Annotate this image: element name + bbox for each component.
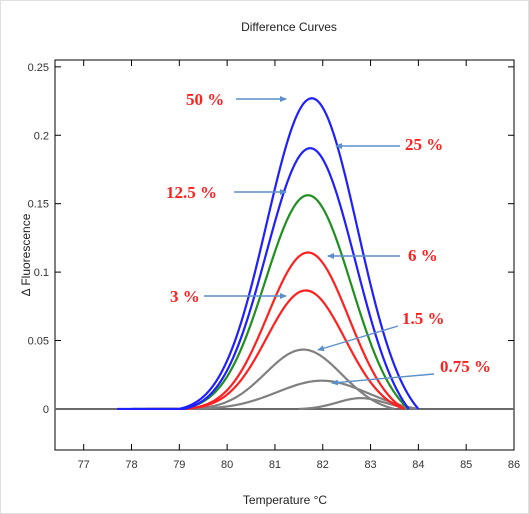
x-axis-label: Temperature °C — [243, 493, 327, 507]
y-tick-label: 0.25 — [28, 62, 49, 74]
curve-0-75-percent — [179, 379, 419, 411]
y-axis: 0 0.05 0.1 0.15 0.2 0.25 — [28, 62, 514, 416]
annotation-label: 1.5 % — [402, 309, 445, 328]
y-tick-label: 0.15 — [28, 199, 49, 211]
annotation-label: 25 % — [405, 135, 443, 154]
y-tick-label: 0.05 — [28, 336, 49, 348]
annotation-label: 6 % — [408, 246, 438, 265]
curve-50-percent — [117, 97, 420, 411]
x-tick-label: 77 — [78, 459, 90, 471]
curves-group — [55, 97, 514, 411]
x-tick-label: 80 — [221, 459, 233, 471]
x-tick-label: 81 — [269, 459, 281, 471]
y-tick-label: 0.2 — [34, 130, 49, 142]
x-tick-label: 79 — [173, 459, 185, 471]
chart-title: Difference Curves — [241, 20, 337, 34]
annotation-label: 0.75 % — [440, 357, 491, 376]
x-tick-label: 78 — [125, 459, 137, 471]
y-tick-label: 0.1 — [34, 267, 49, 279]
x-tick-label: 84 — [412, 459, 424, 471]
annotation-arrow — [317, 325, 399, 352]
x-tick-label: 83 — [364, 459, 376, 471]
plot-area — [54, 59, 515, 451]
y-tick-label: 0 — [43, 404, 49, 416]
annotations-group: 50 % 25 % 12.5 % 6 % 3 % 1.5 % 0.75 % — [166, 90, 491, 386]
x-tick-label: 85 — [460, 459, 472, 471]
x-axis: 77 78 79 80 81 82 83 84 85 86 — [78, 60, 520, 471]
annotation-label: 3 % — [170, 287, 200, 306]
y-axis-label: Δ Fluorescence — [19, 213, 33, 296]
annotation-label: 50 % — [186, 90, 224, 109]
x-tick-label: 82 — [317, 459, 329, 471]
x-tick-label: 86 — [508, 459, 520, 471]
annotation-arrow — [331, 373, 435, 386]
annotation-label: 12.5 % — [166, 183, 217, 202]
